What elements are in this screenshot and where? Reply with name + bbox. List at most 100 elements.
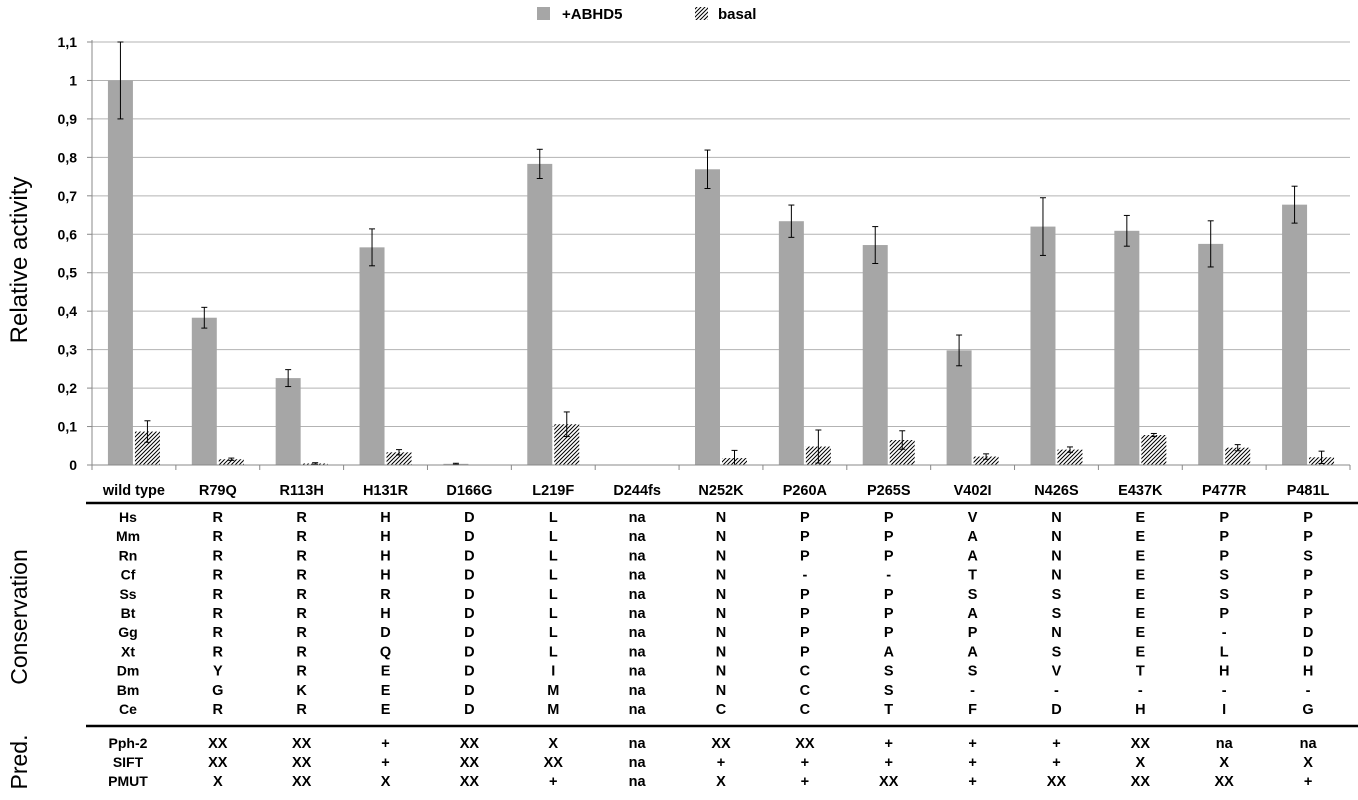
conservation-cell: R [213, 625, 224, 641]
conservation-cell: R [296, 702, 307, 718]
conservation-cell: P [800, 644, 810, 660]
conservation-cell: N [1051, 568, 1061, 584]
bars [107, 41, 1335, 466]
prediction-cell: X [548, 736, 558, 752]
prediction-cell: XX [292, 755, 312, 771]
conservation-cell: S [1052, 606, 1062, 622]
conservation-cell: na [629, 702, 647, 718]
species-label: Bt [121, 605, 136, 621]
conservation-cell: H [380, 529, 390, 545]
conservation-cell: V [1052, 664, 1062, 680]
conservation-cell: T [884, 702, 893, 718]
conservation-cell: G [1302, 702, 1313, 718]
y-tick-label: 0,6 [58, 226, 78, 242]
prediction-cell: XX [460, 755, 480, 771]
conservation-cell: I [1222, 702, 1226, 718]
conservation-cell: R [296, 510, 307, 526]
conservation-cell: R [296, 529, 307, 545]
conservation-cell: - [1306, 683, 1311, 699]
conservation-cell: E [1135, 568, 1145, 584]
conservation-cell: N [716, 664, 726, 680]
conservation-cell: N [716, 548, 726, 564]
bar-basal [1057, 449, 1083, 465]
y-tick-label: 0,1 [58, 419, 78, 435]
conservation-cell: K [296, 683, 307, 699]
conservation-cell: N [716, 529, 726, 545]
conservation-cell: H [380, 568, 390, 584]
conservation-cell: E [1135, 510, 1145, 526]
conservation-cell: na [629, 568, 647, 584]
bar-abhd5 [946, 350, 972, 465]
conservation-cell: P [1303, 587, 1313, 603]
bar-basal [386, 452, 412, 465]
y-tick-label: 0,7 [58, 188, 78, 204]
conservation-cell: E [381, 702, 391, 718]
conservation-cell: P [884, 548, 894, 564]
conservation-cell: L [1220, 644, 1229, 660]
prediction-cell: + [381, 736, 389, 752]
prediction-cell: + [968, 774, 976, 790]
conservation-cell: L [549, 644, 558, 660]
conservation-cell: R [213, 548, 224, 564]
conservation-cell: N [1051, 548, 1061, 564]
conservation-cell: S [884, 683, 894, 699]
category-label: D244fs [613, 483, 661, 499]
conservation-cell: - [1138, 683, 1143, 699]
conservation-cell: N [716, 606, 726, 622]
conservation-cell: P [884, 587, 894, 603]
conservation-cell: P [800, 529, 810, 545]
y-axis-title: Relative activity [6, 177, 33, 344]
conservation-cell: L [549, 587, 558, 603]
conservation-cell: na [629, 664, 647, 680]
conservation-cell: na [629, 644, 647, 660]
bar-basal [1225, 447, 1251, 465]
conservation-cell: P [1303, 510, 1313, 526]
bar-basal [973, 456, 999, 465]
conservation-cell: N [716, 683, 726, 699]
conservation-cell: P [884, 606, 894, 622]
bar-abhd5 [275, 378, 301, 465]
prediction-cell: XX [292, 736, 312, 752]
conservation-cell: A [967, 644, 978, 660]
bar-abhd5 [1198, 243, 1224, 465]
conservation-cell: P [1303, 606, 1313, 622]
category-label: P477R [1202, 483, 1247, 499]
conservation-cell: R [213, 587, 224, 603]
conservation-cell: na [629, 606, 647, 622]
prediction-title: Pred. [6, 735, 32, 790]
conservation-cell: C [800, 702, 811, 718]
prediction-cell: na [1216, 736, 1234, 752]
prediction-cell: XX [1047, 774, 1067, 790]
conservation-cell: C [716, 702, 727, 718]
conservation-cell: N [716, 644, 726, 660]
prediction-cell: XX [544, 755, 564, 771]
y-tick-label: 0 [69, 457, 77, 473]
prediction-cell: + [801, 774, 809, 790]
conservation-cell: S [1052, 644, 1062, 660]
species-label: Bm [117, 682, 140, 698]
conservation-cell: T [1136, 664, 1145, 680]
category-label: V402I [954, 483, 992, 499]
y-tick-label: 0,9 [58, 111, 78, 127]
prediction-cell: XX [1131, 736, 1151, 752]
conservation-cell: R [213, 568, 224, 584]
conservation-cell: E [381, 683, 391, 699]
category-label: R79Q [199, 483, 237, 499]
conservation-cell: - [1222, 625, 1227, 641]
conservation-cell: R [296, 587, 307, 603]
prediction-cell: XX [879, 774, 899, 790]
conservation-cell: na [629, 529, 647, 545]
legend-swatch-abhd5 [537, 7, 550, 20]
category-label: R113H [279, 483, 323, 499]
bar-abhd5 [862, 245, 888, 465]
conservation-cell: na [629, 548, 647, 564]
conservation-cell: S [1219, 568, 1229, 584]
conservation-cell: R [296, 606, 307, 622]
conservation-cell: M [547, 702, 559, 718]
conservation-cell: A [967, 529, 978, 545]
prediction-cell: X [1219, 755, 1229, 771]
conservation-cell: - [1222, 683, 1227, 699]
category-label: wild type [102, 483, 165, 499]
